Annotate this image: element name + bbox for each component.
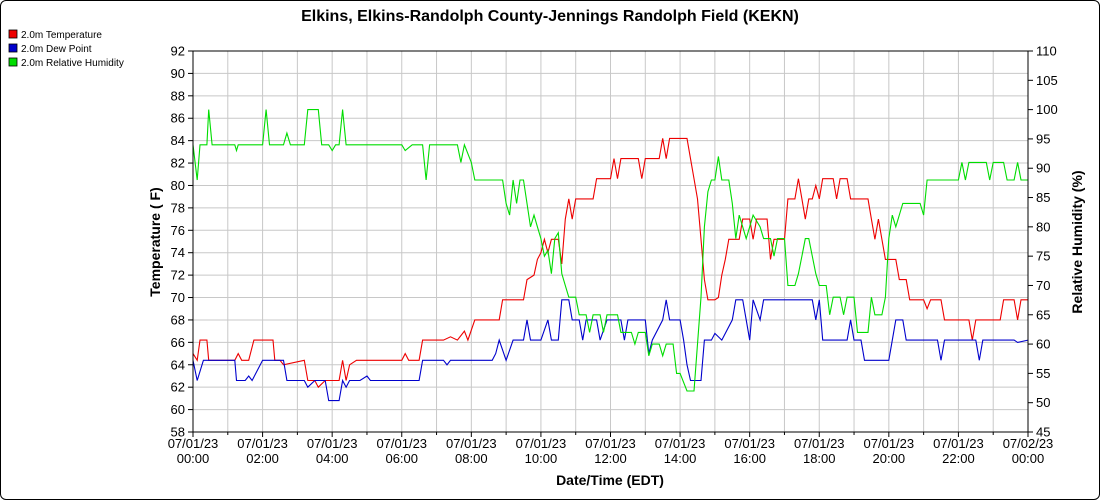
x-tick-label-time: 22:00 [942, 451, 975, 466]
x-tick-label-time: 20:00 [873, 451, 906, 466]
x-tick-label-time: 10:00 [525, 451, 558, 466]
y-left-tick-label: 76 [171, 223, 185, 238]
x-tick-label-date: 07/01/23 [794, 436, 845, 451]
y-left-tick-label: 58 [171, 425, 185, 440]
y-right-tick-label: 90 [1036, 161, 1050, 176]
legend-swatch [8, 43, 18, 53]
series-line-2 [192, 109, 1028, 392]
x-axis-title: Date/Time (EDT) [556, 472, 664, 488]
y-left-tick-label: 92 [171, 44, 185, 59]
y-left-tick-label: 66 [171, 335, 185, 350]
y-left-tick-label: 64 [171, 357, 185, 372]
legend-swatch [8, 29, 18, 39]
series-layer [192, 109, 1029, 402]
legend: 2.0m Temperature 2.0m Dew Point 2.0m Relat… [8, 29, 124, 69]
y-right-tick-label: 80 [1036, 219, 1050, 234]
y-left-tick-label: 60 [171, 402, 185, 417]
y-axis-left-title: Temperature ( F) [147, 187, 163, 296]
y-right-tick-label: 95 [1036, 131, 1050, 146]
x-tick-label-time: 08:00 [455, 451, 488, 466]
chart-title: Elkins, Elkins-Randolph County-Jennings … [301, 8, 799, 25]
y-right-tick-label: 105 [1036, 73, 1058, 88]
x-tick-label-date: 07/01/23 [864, 436, 915, 451]
legend-label: 2.0m Temperature [21, 30, 102, 41]
x-tick-label-time: 00:00 [177, 451, 210, 466]
y-left-tick-label: 90 [171, 66, 185, 81]
legend-swatch [8, 57, 18, 67]
y-left-tick-label: 84 [171, 133, 185, 148]
x-tick-label-date: 07/01/23 [933, 436, 984, 451]
y-right-tick-label: 110 [1036, 44, 1057, 59]
x-tick-label-date: 07/01/23 [376, 436, 427, 451]
y-right-tick-label: 100 [1036, 102, 1058, 117]
y-right-tick-label: 55 [1036, 366, 1050, 381]
y-axis-left-ticks: 58 60 62 64 66 68 70 72 74 76 78 80 82 84 86 88 90 92 [171, 44, 193, 440]
x-tick-label-date: 07/01/23 [516, 436, 567, 451]
y-left-tick-label: 88 [171, 88, 185, 103]
y-axis-right-ticks: 45 50 55 60 65 70 75 80 85 90 95 100 105 110 [1028, 44, 1058, 440]
grid [192, 50, 1029, 433]
y-right-tick-label: 75 [1036, 249, 1050, 264]
x-tick-label-date: 07/01/23 [446, 436, 497, 451]
x-tick-label-date: 07/01/23 [585, 436, 636, 451]
y-left-tick-label: 62 [171, 380, 185, 395]
y-axis-right-title: Relative Humidity (%) [1069, 170, 1085, 313]
y-left-tick-label: 80 [171, 178, 185, 193]
x-tick-label-time: 16:00 [733, 451, 766, 466]
x-tick-label-time: 02:00 [246, 451, 279, 466]
y-right-tick-label: 45 [1036, 425, 1050, 440]
x-tick-label-date: 07/01/23 [237, 436, 288, 451]
y-left-tick-label: 86 [171, 111, 185, 126]
y-right-tick-label: 85 [1036, 190, 1050, 205]
series-line-1 [192, 299, 1029, 402]
x-tick-label-time: 14:00 [664, 451, 697, 466]
x-axis-ticks: 07/01/2300:0007/01/2302:0007/01/2304:000… [168, 432, 1054, 466]
x-tick-label-date: 07/01/23 [168, 436, 219, 451]
y-left-tick-label: 82 [171, 156, 185, 171]
x-tick-label-date: 07/02/23 [1003, 436, 1054, 451]
y-left-tick-label: 72 [171, 268, 185, 283]
series-line-0 [192, 137, 1028, 389]
x-tick-label-time: 18:00 [803, 451, 836, 466]
y-right-tick-label: 70 [1036, 278, 1050, 293]
y-right-tick-label: 50 [1036, 395, 1050, 410]
y-left-tick-label: 68 [171, 312, 185, 327]
x-tick-label-date: 07/01/23 [724, 436, 775, 451]
x-tick-label-time: 12:00 [594, 451, 627, 466]
x-tick-label-date: 07/01/23 [307, 436, 358, 451]
x-tick-label-time: 06:00 [385, 451, 418, 466]
y-left-tick-label: 70 [171, 290, 185, 305]
legend-label: 2.0m Dew Point [21, 44, 92, 55]
y-left-tick-label: 74 [171, 245, 185, 260]
x-tick-label-time: 04:00 [316, 451, 349, 466]
y-right-tick-label: 65 [1036, 307, 1050, 322]
legend-label: 2.0m Relative Humidity [21, 58, 124, 69]
x-tick-label-time: 00:00 [1012, 451, 1045, 466]
y-left-tick-label: 78 [171, 200, 185, 215]
x-tick-label-date: 07/01/23 [655, 436, 706, 451]
y-right-tick-label: 60 [1036, 337, 1050, 352]
